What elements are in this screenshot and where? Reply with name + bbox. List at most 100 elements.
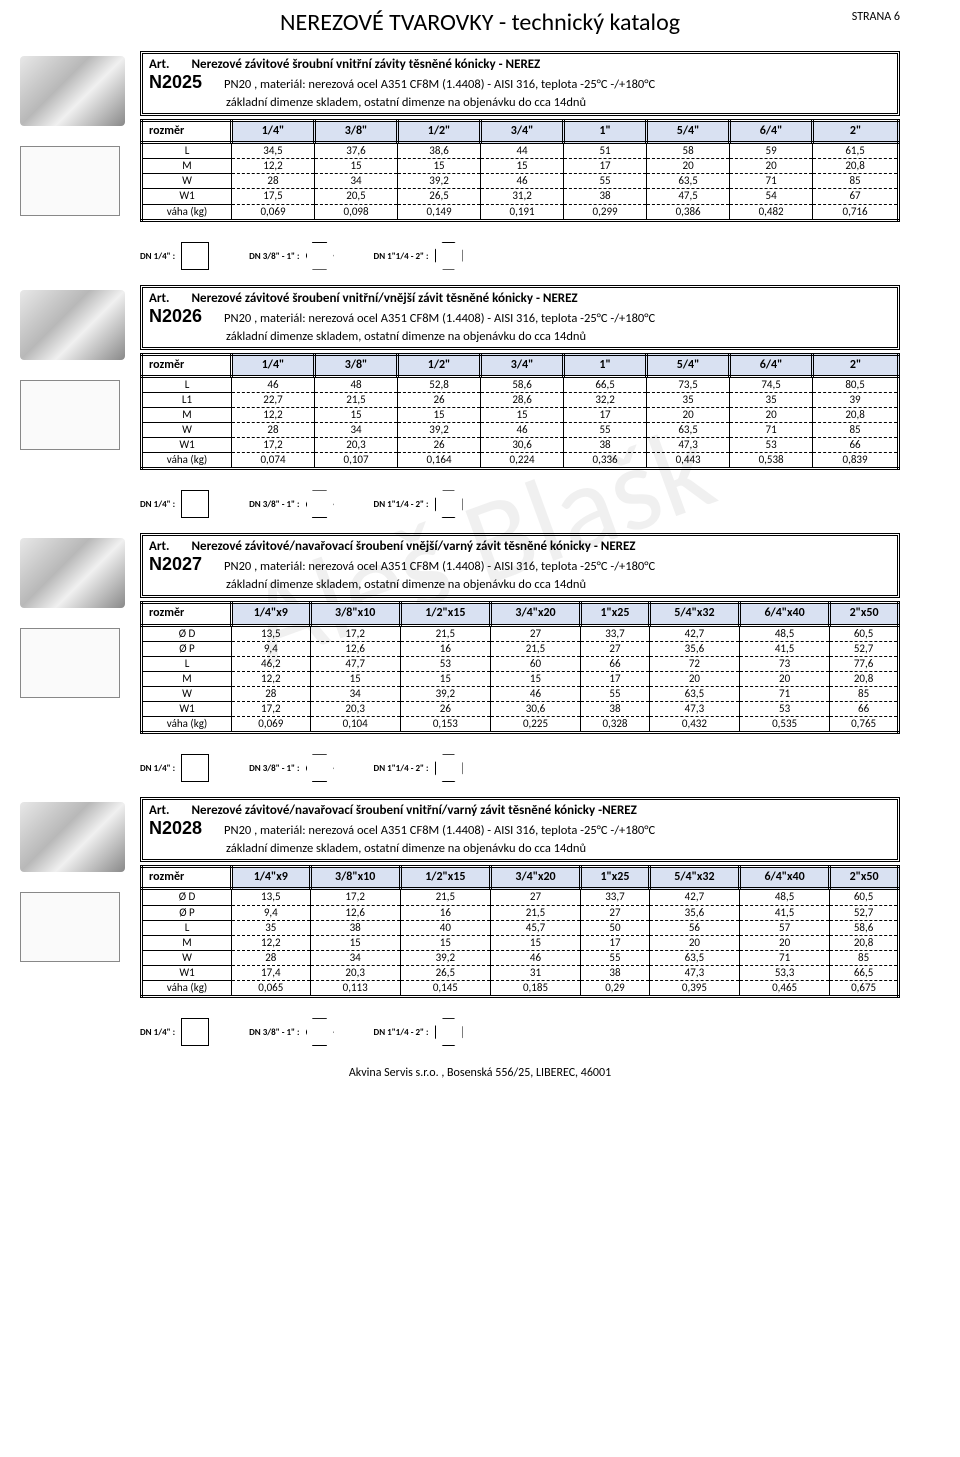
table-row: M12,215151517202020,8 xyxy=(142,935,899,950)
data-cell: 46,2 xyxy=(232,656,311,671)
data-cell: 46 xyxy=(490,950,580,965)
data-cell: 32,2 xyxy=(564,392,647,407)
product-note: základní dimenze skladem, ostatní dimenz… xyxy=(226,329,586,344)
table-row: váha (kg)0,0690,0980,1490,1910,2990,3860… xyxy=(142,204,899,220)
column-header-rozmer: rozměr xyxy=(142,603,232,625)
data-cell: 0,839 xyxy=(813,453,899,469)
data-cell: 12,6 xyxy=(310,905,400,920)
shape-label: DN 3/8" - 1" : xyxy=(249,499,299,510)
data-cell: 39,2 xyxy=(400,950,490,965)
data-cell: 58,6 xyxy=(830,920,899,935)
data-cell: 16 xyxy=(400,641,490,656)
product-code: N2027 xyxy=(149,554,202,575)
data-cell: 20,3 xyxy=(310,702,400,717)
data-cell: 60,5 xyxy=(830,889,899,905)
data-cell: 67 xyxy=(813,189,899,204)
data-cell: 0,065 xyxy=(232,981,311,997)
table-row: W117,220,32630,63847,35366 xyxy=(142,438,899,453)
column-header-size: 6/4"x40 xyxy=(740,867,830,889)
shape-label: DN 1/4" : xyxy=(140,763,175,774)
column-header-rozmer: rozměr xyxy=(142,867,232,889)
row-label: W xyxy=(142,423,232,438)
data-cell: 31,2 xyxy=(481,189,564,204)
dimension-table: rozměr1/4"x93/8"x101/2"x153/4"x201"x255/… xyxy=(140,865,900,998)
data-cell: 20 xyxy=(740,935,830,950)
data-cell: 12,2 xyxy=(232,671,311,686)
data-cell: 46 xyxy=(490,686,580,701)
product-code: N2028 xyxy=(149,818,202,839)
table-row: W283439,2465563,57185 xyxy=(142,686,899,701)
data-cell: 15 xyxy=(310,935,400,950)
data-cell: 66 xyxy=(581,656,650,671)
table-row: Ø D13,517,221,52733,742,748,560,5 xyxy=(142,889,899,905)
data-cell: 73 xyxy=(740,656,830,671)
table-row: váha (kg)0,0740,1070,1640,2240,3360,4430… xyxy=(142,453,899,469)
nut-shape-icon xyxy=(181,1018,209,1046)
product-note: základní dimenze skladem, ostatní dimenz… xyxy=(226,577,586,592)
data-cell: 0,185 xyxy=(490,981,580,997)
data-cell: 42,7 xyxy=(649,889,739,905)
table-row: L464852,858,666,573,574,580,5 xyxy=(142,376,899,392)
dimension-diagram xyxy=(20,380,120,450)
data-cell: 20,3 xyxy=(310,965,400,980)
data-cell: 66,5 xyxy=(564,376,647,392)
dimension-diagram xyxy=(20,628,120,698)
column-header-size: 1"x25 xyxy=(581,603,650,625)
data-cell: 74,5 xyxy=(730,376,813,392)
table-row: W117,420,326,5313847,353,366,5 xyxy=(142,965,899,980)
shape-item: DN 1/4" : xyxy=(140,1018,209,1046)
shape-label: DN 3/8" - 1" : xyxy=(249,1027,299,1038)
data-cell: 85 xyxy=(813,423,899,438)
product-block: Art.Nerezové závitové šroubní vnitřní zá… xyxy=(140,51,900,222)
data-cell: 54 xyxy=(730,189,813,204)
dimension-table: rozměr1/4"3/8"1/2"3/4"1"5/4"6/4"2"L46485… xyxy=(140,353,900,471)
column-header-size: 1/2"x15 xyxy=(400,867,490,889)
data-cell: 0,153 xyxy=(400,717,490,733)
row-label: W xyxy=(142,950,232,965)
data-cell: 0,145 xyxy=(400,981,490,997)
art-label: Art. xyxy=(149,57,169,72)
shape-label: DN 1/4" : xyxy=(140,499,175,510)
data-cell: 58,6 xyxy=(481,376,564,392)
data-cell: 17 xyxy=(564,159,647,174)
row-label: Ø P xyxy=(142,905,232,920)
data-cell: 15 xyxy=(310,671,400,686)
data-cell: 0,432 xyxy=(649,717,739,733)
data-cell: 28 xyxy=(232,174,315,189)
row-label: L1 xyxy=(142,392,232,407)
product-block: Art.Nerezové závitové šroubení vnitřní/v… xyxy=(140,285,900,471)
data-cell: 13,5 xyxy=(232,625,311,641)
data-cell: 34,5 xyxy=(232,143,315,159)
table-row: váha (kg)0,0690,1040,1530,2250,3280,4320… xyxy=(142,717,899,733)
shape-label: DN 3/8" - 1" : xyxy=(249,763,299,774)
column-header-size: 1/4"x9 xyxy=(232,603,311,625)
product-block: Art.Nerezové závitové/navařovací šrouben… xyxy=(140,797,900,998)
data-cell: 17,2 xyxy=(232,438,315,453)
data-cell: 71 xyxy=(740,686,830,701)
nut-shape-icon xyxy=(306,1018,334,1046)
data-cell: 15 xyxy=(481,408,564,423)
data-cell: 66 xyxy=(813,438,899,453)
product-header-box: Art.Nerezové závitové šroubní vnitřní zá… xyxy=(140,51,900,116)
product-note: základní dimenze skladem, ostatní dimenz… xyxy=(226,95,586,110)
column-header-size: 5/4"x32 xyxy=(649,603,739,625)
column-header-size: 1/4" xyxy=(232,354,315,376)
data-cell: 20,8 xyxy=(830,935,899,950)
data-cell: 33,7 xyxy=(581,889,650,905)
data-cell: 71 xyxy=(730,423,813,438)
product-header-box: Art.Nerezové závitové šroubení vnitřní/v… xyxy=(140,285,900,350)
data-cell: 26 xyxy=(398,438,481,453)
data-cell: 28,6 xyxy=(481,392,564,407)
data-cell: 26 xyxy=(400,702,490,717)
shape-item: DN 1"1/4 - 2" : xyxy=(374,754,463,782)
shape-label: DN 1/4" : xyxy=(140,1027,175,1038)
table-row: L46,247,7536066727377,6 xyxy=(142,656,899,671)
data-cell: 47,3 xyxy=(649,965,739,980)
data-cell: 48,5 xyxy=(740,625,830,641)
row-label: W xyxy=(142,174,232,189)
product-title: Nerezové závitové/navařovací šroubení vn… xyxy=(191,803,636,818)
data-cell: 20 xyxy=(730,159,813,174)
row-label: L xyxy=(142,656,232,671)
data-cell: 28 xyxy=(232,423,315,438)
data-cell: 0,443 xyxy=(647,453,730,469)
